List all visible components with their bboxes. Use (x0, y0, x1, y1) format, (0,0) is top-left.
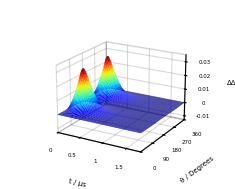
X-axis label: t / μs: t / μs (68, 179, 87, 188)
Y-axis label: θ / Degrees: θ / Degrees (180, 155, 215, 184)
